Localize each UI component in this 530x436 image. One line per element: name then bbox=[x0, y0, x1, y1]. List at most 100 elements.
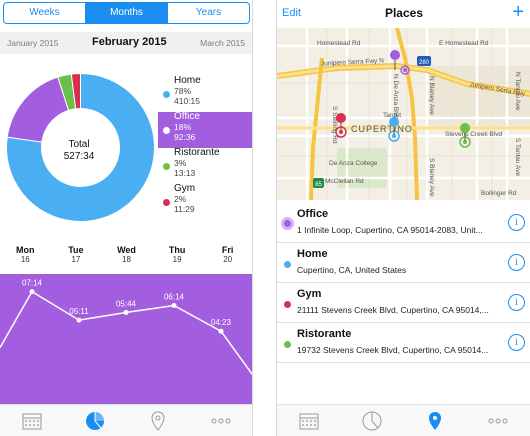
edit-button[interactable]: Edit bbox=[282, 7, 301, 19]
donut-slice-office[interactable] bbox=[6, 76, 70, 143]
interstate-280-shield: 280 bbox=[419, 60, 430, 66]
tab-calendar[interactable] bbox=[298, 410, 320, 432]
day-date: 18 bbox=[122, 255, 131, 264]
tab-stats[interactable] bbox=[361, 410, 383, 432]
day-thu[interactable]: Thu 19 bbox=[157, 245, 197, 273]
map-label: E Homestead Rd bbox=[439, 40, 489, 47]
place-dot-ristorante bbox=[284, 341, 291, 348]
day-name: Wed bbox=[117, 245, 136, 255]
tab-more[interactable] bbox=[487, 410, 509, 432]
info-icon[interactable]: i bbox=[508, 334, 525, 351]
legend-dot-home bbox=[163, 91, 170, 98]
day-date: 20 bbox=[223, 255, 233, 264]
data-label-1: 05:11 bbox=[69, 307, 89, 316]
place-address: 19732 Stevens Creek Blvd, Cupertino, CA … bbox=[297, 345, 489, 355]
tab-more[interactable] bbox=[210, 410, 232, 432]
info-icon[interactable]: i bbox=[508, 254, 525, 271]
data-point-1[interactable] bbox=[76, 317, 82, 323]
map-label: De Anza College bbox=[329, 160, 378, 167]
donut-slice-gym[interactable] bbox=[70, 72, 81, 110]
day-header-row: Mon 16 Tue 17 Wed 18 Thu 19 Fri 20 bbox=[0, 245, 252, 273]
place-dot-home bbox=[284, 261, 291, 268]
legend-time: 13:13 bbox=[174, 168, 196, 178]
tab-bar bbox=[277, 404, 530, 436]
info-icon[interactable]: i bbox=[508, 214, 525, 231]
map-pin-icon bbox=[429, 411, 442, 430]
place-legend: Home 78% 410:15 Office 18% 92:36 Ristora… bbox=[158, 75, 252, 220]
home-pin[interactable] bbox=[388, 117, 400, 142]
page-title: Places bbox=[384, 6, 424, 20]
legend-name: Home bbox=[174, 75, 201, 86]
legend-name: Office bbox=[174, 111, 200, 122]
month-navigator: January 2015 February 2015 March 2015 bbox=[0, 32, 252, 54]
legend-item-gym[interactable]: Gym 2% 11:29 bbox=[158, 184, 252, 220]
segment-weeks[interactable]: Weeks bbox=[4, 3, 86, 23]
place-dot-gym bbox=[284, 301, 291, 308]
ristorante-pin[interactable] bbox=[459, 123, 471, 148]
day-mon[interactable]: Mon 16 bbox=[5, 245, 45, 273]
pie-chart-icon bbox=[85, 411, 104, 430]
legend-percent: 2% bbox=[174, 194, 187, 204]
tab-calendar[interactable] bbox=[21, 410, 43, 432]
places-list: Office 1 Infinite Loop, Cupertino, CA 95… bbox=[277, 203, 530, 363]
info-icon[interactable]: i bbox=[508, 294, 525, 311]
legend-name: Ristorante bbox=[174, 147, 220, 158]
legend-item-home[interactable]: Home 78% 410:15 bbox=[158, 75, 252, 112]
pie-chart-icon bbox=[362, 411, 382, 430]
data-label-4: 04:23 bbox=[211, 318, 232, 327]
map-pin-icon bbox=[150, 410, 165, 431]
place-address: 21111 Stevens Creek Blvd, Cupertino, CA … bbox=[297, 305, 489, 315]
places-map[interactable]: 280 85 Homestead Rd E Homestead Rd Junip… bbox=[277, 28, 530, 200]
data-point-3[interactable] bbox=[171, 303, 177, 309]
day-date: 17 bbox=[71, 255, 81, 264]
data-point-4[interactable] bbox=[218, 328, 224, 334]
gym-pin[interactable] bbox=[335, 113, 347, 138]
legend-time: 11:29 bbox=[174, 204, 195, 214]
list-item-home[interactable]: Home Cupertino, CA, United States i bbox=[277, 243, 530, 283]
map-label: Homestead Rd bbox=[317, 40, 361, 47]
legend-percent: 3% bbox=[174, 158, 187, 168]
line-chart-background bbox=[0, 274, 252, 404]
add-place-button[interactable]: + bbox=[512, 1, 524, 23]
map-label: Bollinger Rd bbox=[481, 190, 517, 197]
segment-months[interactable]: Months bbox=[86, 3, 168, 23]
donut-slice-home[interactable] bbox=[6, 72, 155, 222]
day-tue[interactable]: Tue 17 bbox=[56, 245, 96, 273]
data-point-2[interactable] bbox=[123, 309, 129, 315]
calendar-icon bbox=[299, 413, 319, 429]
navigation-bar: Edit Places + bbox=[277, 0, 530, 28]
day-name: Fri bbox=[221, 245, 234, 255]
tab-places[interactable] bbox=[147, 410, 169, 432]
segment-years[interactable]: Years bbox=[195, 7, 222, 18]
list-item-gym[interactable]: Gym 21111 Stevens Creek Blvd, Cupertino,… bbox=[277, 283, 530, 323]
next-month-button[interactable]: March 2015 bbox=[200, 38, 245, 48]
data-point-0[interactable] bbox=[29, 289, 35, 295]
day-date: 16 bbox=[20, 255, 30, 264]
place-name: Home bbox=[297, 248, 328, 260]
office-pin[interactable] bbox=[390, 50, 410, 75]
map-label: CUPERTINO bbox=[351, 124, 413, 134]
tab-stats[interactable] bbox=[84, 410, 106, 432]
tab-places[interactable] bbox=[424, 410, 446, 432]
daily-line-chart: 07:14 05:11 05:44 06:14 04:23 bbox=[0, 274, 252, 404]
period-segmented-control: Weeks Months Years bbox=[3, 2, 250, 24]
total-value: 527:34 bbox=[63, 151, 95, 162]
donut-center-total: Total 527:34 bbox=[49, 139, 109, 162]
list-item-ristorante[interactable]: Ristorante 19732 Stevens Creek Blvd, Cup… bbox=[277, 323, 530, 363]
highway-85-shield: 85 bbox=[315, 182, 322, 188]
legend-item-ristorante[interactable]: Ristorante 3% 13:13 bbox=[158, 147, 252, 184]
data-label-0: 07:14 bbox=[22, 279, 43, 288]
day-name: Mon bbox=[16, 245, 35, 255]
legend-percent: 78% bbox=[174, 86, 192, 96]
data-label-2: 05:44 bbox=[116, 299, 137, 308]
day-name: Thu bbox=[168, 245, 186, 255]
tab-bar bbox=[0, 404, 252, 436]
day-fri[interactable]: Fri 20 bbox=[208, 245, 248, 273]
more-icon bbox=[488, 418, 508, 423]
previous-month-button[interactable]: January 2015 bbox=[7, 38, 59, 48]
day-wed[interactable]: Wed 18 bbox=[106, 245, 146, 273]
map-label: McClellan Rd bbox=[325, 178, 364, 185]
legend-item-office[interactable]: Office 18% 92:36 bbox=[158, 111, 252, 148]
list-item-office[interactable]: Office 1 Infinite Loop, Cupertino, CA 95… bbox=[277, 203, 530, 243]
data-label-3: 06:14 bbox=[164, 293, 185, 302]
